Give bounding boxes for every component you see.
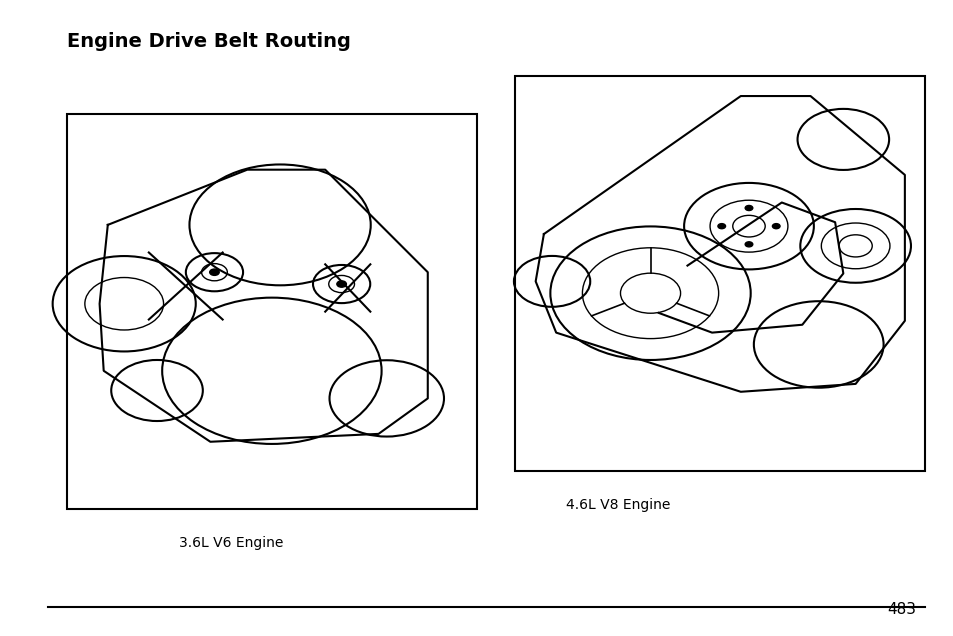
Circle shape xyxy=(718,224,725,229)
Text: 483: 483 xyxy=(886,602,915,617)
FancyBboxPatch shape xyxy=(515,76,924,471)
Circle shape xyxy=(744,242,752,247)
FancyBboxPatch shape xyxy=(67,114,476,509)
Text: Engine Drive Belt Routing: Engine Drive Belt Routing xyxy=(67,32,351,51)
Text: 4.6L V8 Engine: 4.6L V8 Engine xyxy=(565,498,669,512)
Circle shape xyxy=(210,269,219,275)
Circle shape xyxy=(336,281,346,287)
Circle shape xyxy=(772,224,780,229)
Text: 3.6L V6 Engine: 3.6L V6 Engine xyxy=(178,536,283,550)
Circle shape xyxy=(744,205,752,211)
